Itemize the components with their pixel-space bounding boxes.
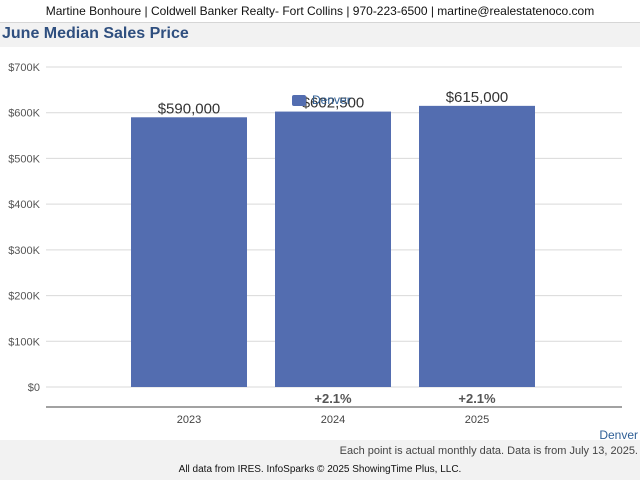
- y-tick-label: $100K: [8, 336, 40, 348]
- bar-value-label: $615,000: [446, 89, 509, 106]
- bar-value-label: $602,500: [302, 95, 365, 112]
- bar-value-label: $590,000: [158, 100, 221, 117]
- bar: [419, 105, 535, 387]
- chart-area: $0 $100K $200K $300K $400K $500K $600K $700K $59…: [0, 47, 640, 440]
- y-tick-label: $300K: [8, 245, 40, 257]
- bar: [275, 111, 391, 388]
- bar: [131, 117, 247, 388]
- legend: Denver: [292, 92, 351, 108]
- y-tick-label: $200K: [8, 291, 40, 303]
- legend-swatch: [292, 94, 306, 106]
- bar-chart: $0 $100K $200K $300K $400K $500K $600K $700K $59…: [8, 62, 622, 426]
- x-tick-label: 2024: [321, 414, 345, 426]
- y-tick-label: $500K: [8, 153, 40, 165]
- chart-title: June Median Sales Price: [2, 25, 189, 42]
- y-tick-label: $700K: [8, 62, 40, 74]
- x-tick-label: 2023: [177, 414, 201, 426]
- series-note: Denver: [599, 428, 638, 442]
- x-tick-label: 2025: [465, 414, 489, 426]
- bar-change-label: +2.1%: [314, 391, 352, 406]
- y-tick-label: $600K: [8, 108, 40, 120]
- y-tick-label: $400K: [8, 199, 40, 211]
- y-tick-label: $0: [28, 382, 40, 394]
- contact-header: Martine Bonhoure | Coldwell Banker Realt…: [0, 0, 640, 23]
- data-note: Each point is actual monthly data. Data …: [339, 445, 638, 457]
- bar-change-label: +2.1%: [458, 391, 496, 406]
- legend-label: Denver: [312, 93, 351, 107]
- footer-credit: All data from IRES. InfoSparks © 2025 Sh…: [178, 464, 462, 475]
